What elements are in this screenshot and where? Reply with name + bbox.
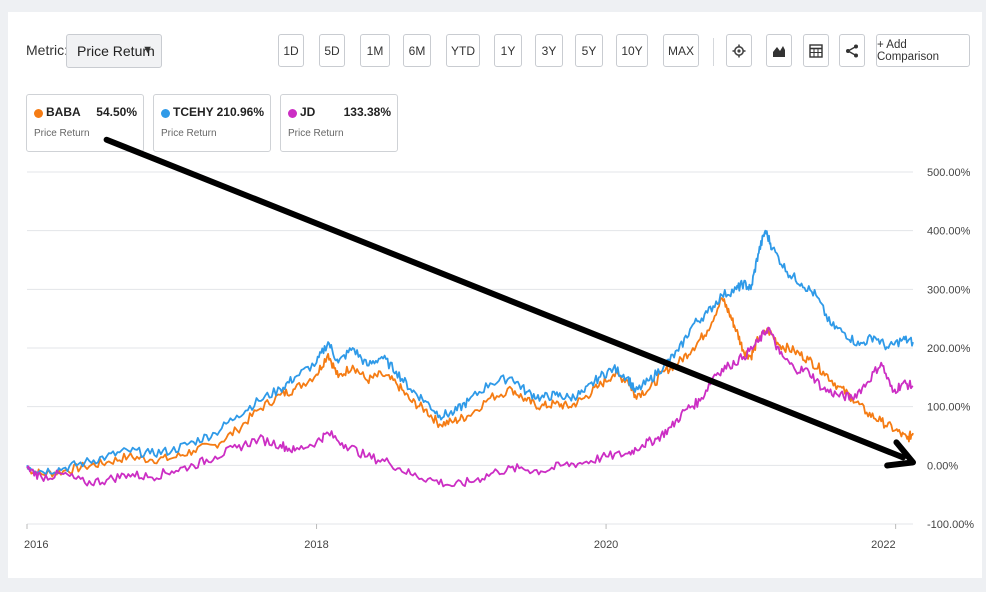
- metric-select[interactable]: Price Return ▼: [66, 34, 162, 68]
- legend-ticker: TCEHY: [173, 105, 214, 119]
- series-line-baba: [26, 297, 914, 478]
- y-tick-label: 400.00%: [927, 226, 971, 238]
- range-button-5d[interactable]: 5D: [319, 34, 345, 67]
- x-tick-label: 2022: [871, 539, 895, 551]
- share-button[interactable]: [839, 34, 865, 67]
- legend-value: 133.38%: [343, 105, 391, 119]
- toolbar-divider: [713, 38, 714, 66]
- range-button-1y[interactable]: 1Y: [494, 34, 522, 67]
- metric-label: Metric:: [26, 42, 68, 58]
- chevron-down-icon: ▼: [142, 44, 153, 56]
- range-button-1m[interactable]: 1M: [360, 34, 390, 67]
- share-icon: [846, 44, 858, 57]
- legend-subtitle: Price Return: [34, 128, 90, 139]
- annotation-arrow-head: [884, 439, 916, 469]
- y-tick-label: 200.00%: [927, 343, 971, 355]
- mountain-chart-icon: [773, 45, 785, 57]
- legend-value: 210.96%: [216, 105, 264, 119]
- legend-ticker: BABA: [46, 105, 81, 119]
- series-color-dot: [34, 109, 43, 118]
- range-button-1d[interactable]: 1D: [278, 34, 304, 67]
- range-button-max[interactable]: MAX: [663, 34, 699, 67]
- y-tick-label: -100.00%: [927, 519, 974, 531]
- legend-value: 54.50%: [96, 105, 137, 119]
- x-tick-label: 2020: [594, 539, 618, 551]
- range-button-3y[interactable]: 3Y: [535, 34, 563, 67]
- toolbar: Metric: Price Return ▼ 1D 5D 1M 6M YTD 1…: [8, 12, 982, 92]
- x-tick-label: 2018: [304, 539, 328, 551]
- legend-subtitle: Price Return: [161, 128, 217, 139]
- table-view-button[interactable]: [803, 34, 829, 67]
- y-tick-label: 0.00%: [927, 460, 958, 472]
- legend-card-baba[interactable]: BABA 54.50% Price Return: [26, 94, 144, 152]
- settings-button[interactable]: [726, 34, 752, 67]
- add-comparison-button[interactable]: + Add Comparison: [876, 34, 970, 67]
- series-line-jd: [26, 326, 914, 488]
- metric-select-value: Price Return: [77, 43, 155, 59]
- table-icon: [809, 43, 823, 58]
- legend-card-tcehy[interactable]: TCEHY 210.96% Price Return: [153, 94, 271, 152]
- gear-icon: [732, 44, 746, 57]
- range-button-ytd[interactable]: YTD: [446, 34, 480, 67]
- legend-card-jd[interactable]: JD 133.38% Price Return: [280, 94, 398, 152]
- y-tick-label: 500.00%: [927, 167, 971, 179]
- chart-panel: Metric: Price Return ▼ 1D 5D 1M 6M YTD 1…: [8, 12, 982, 578]
- range-button-6m[interactable]: 6M: [403, 34, 431, 67]
- chart-type-button[interactable]: [766, 34, 792, 67]
- series-line-tcehy: [26, 229, 914, 476]
- legend-ticker: JD: [300, 105, 316, 119]
- annotation-arrow-shaft: [103, 136, 906, 461]
- y-tick-label: 100.00%: [927, 402, 971, 414]
- series-color-dot: [288, 109, 297, 118]
- range-button-5y[interactable]: 5Y: [575, 34, 603, 67]
- legend-subtitle: Price Return: [288, 128, 344, 139]
- y-tick-label: 300.00%: [927, 284, 971, 296]
- x-tick-label: 2016: [24, 539, 48, 551]
- series-color-dot: [161, 109, 170, 118]
- range-button-10y[interactable]: 10Y: [616, 34, 648, 67]
